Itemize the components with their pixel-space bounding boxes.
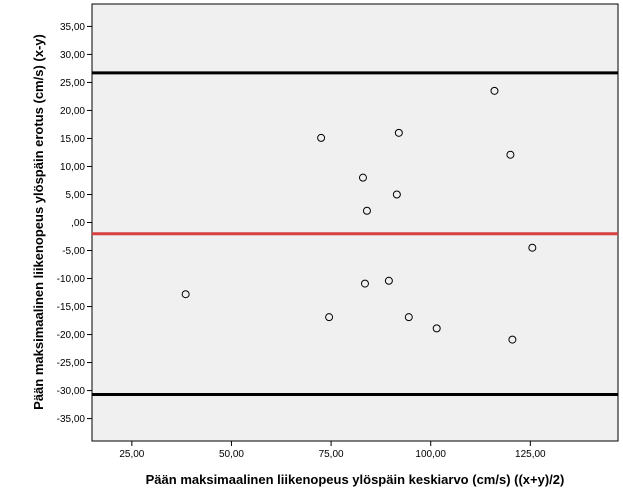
x-axis-title: Pään maksimaalinen liikenopeus ylöspäin … — [146, 472, 565, 487]
y-tick-label-5: 15,00 — [60, 134, 85, 145]
data-point-1 — [181, 290, 190, 299]
y-tick-label-11: -15,00 — [57, 302, 86, 313]
y-tick-label-7: 5,00 — [66, 190, 86, 201]
y-tick-label-6: 10,00 — [60, 162, 85, 173]
y-tick-label-14: -30,00 — [57, 386, 86, 397]
plot-area — [91, 3, 619, 442]
data-point-13 — [506, 150, 515, 159]
data-point-9 — [394, 128, 403, 137]
data-point-6 — [362, 206, 371, 215]
data-point-7 — [384, 276, 393, 285]
y-tick-label-9: -5,00 — [62, 246, 85, 257]
x-tick-label-1: 25,00 — [119, 449, 144, 460]
data-point-3 — [325, 313, 334, 322]
data-point-15 — [528, 243, 537, 252]
x-tick-label-3: 75,00 — [319, 449, 344, 460]
y-tick-label-2: 30,00 — [60, 50, 85, 61]
data-point-8 — [392, 190, 401, 199]
x-tick-label-5: 125,00 — [515, 449, 546, 460]
y-tick-label-13: -25,00 — [57, 358, 86, 369]
data-point-4 — [358, 173, 367, 182]
y-tick-label-10: -10,00 — [57, 274, 86, 285]
data-point-10 — [404, 313, 413, 322]
x-tick-label-2: 50,00 — [219, 449, 244, 460]
y-tick-label-15: -35,00 — [57, 414, 86, 425]
y-tick-label-1: 35,00 — [60, 22, 85, 33]
y-tick-label-12: -20,00 — [57, 330, 86, 341]
y-axis-title: Pään maksimaalinen liikenopeus ylöspäin … — [31, 34, 46, 410]
data-point-14 — [508, 335, 517, 344]
data-point-12 — [490, 86, 499, 95]
data-point-2 — [317, 133, 326, 142]
x-tick-label-4: 100,00 — [415, 449, 446, 460]
data-point-5 — [360, 279, 369, 288]
y-tick-label-8: ,00 — [71, 218, 85, 229]
y-tick-label-4: 20,00 — [60, 106, 85, 117]
data-point-11 — [432, 324, 441, 333]
y-tick-label-3: 25,00 — [60, 78, 85, 89]
